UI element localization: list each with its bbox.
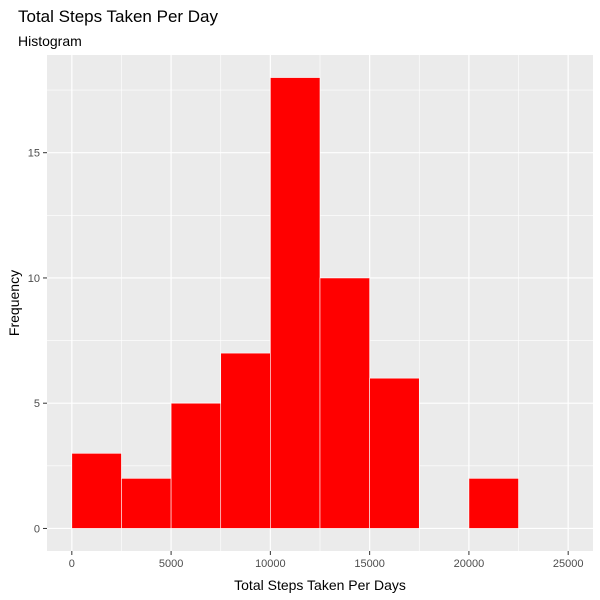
y-axis: 0 5 10 15 <box>28 148 47 535</box>
x-tick-label: 0 <box>69 558 75 570</box>
histogram-bar <box>121 478 172 529</box>
histogram-bar <box>170 402 222 529</box>
histogram-bar <box>319 277 370 529</box>
y-tick-label: 5 <box>34 398 40 410</box>
histogram-bar <box>71 453 122 529</box>
histogram-bar <box>468 478 519 529</box>
y-axis-title: Frequency <box>6 270 22 336</box>
histogram-bar <box>270 77 321 529</box>
histogram-bar <box>220 352 271 529</box>
x-tick-label: 15000 <box>354 558 385 570</box>
x-tick-label: 25000 <box>553 558 584 570</box>
y-tick-label: 15 <box>28 148 40 160</box>
x-tick-label: 5000 <box>159 558 183 570</box>
x-axis-title: Total Steps Taken Per Days <box>234 577 406 593</box>
x-tick-label: 10000 <box>255 558 286 570</box>
y-tick-label: 10 <box>28 273 40 285</box>
bars <box>71 77 519 529</box>
chart-subtitle: Histogram <box>18 33 82 49</box>
chart-title: Total Steps Taken Per Day <box>18 7 219 26</box>
y-tick-label: 0 <box>34 523 40 535</box>
histogram-bar <box>369 377 420 529</box>
x-tick-label: 20000 <box>454 558 485 570</box>
x-axis: 0 5000 10000 15000 20000 25000 <box>69 551 584 570</box>
